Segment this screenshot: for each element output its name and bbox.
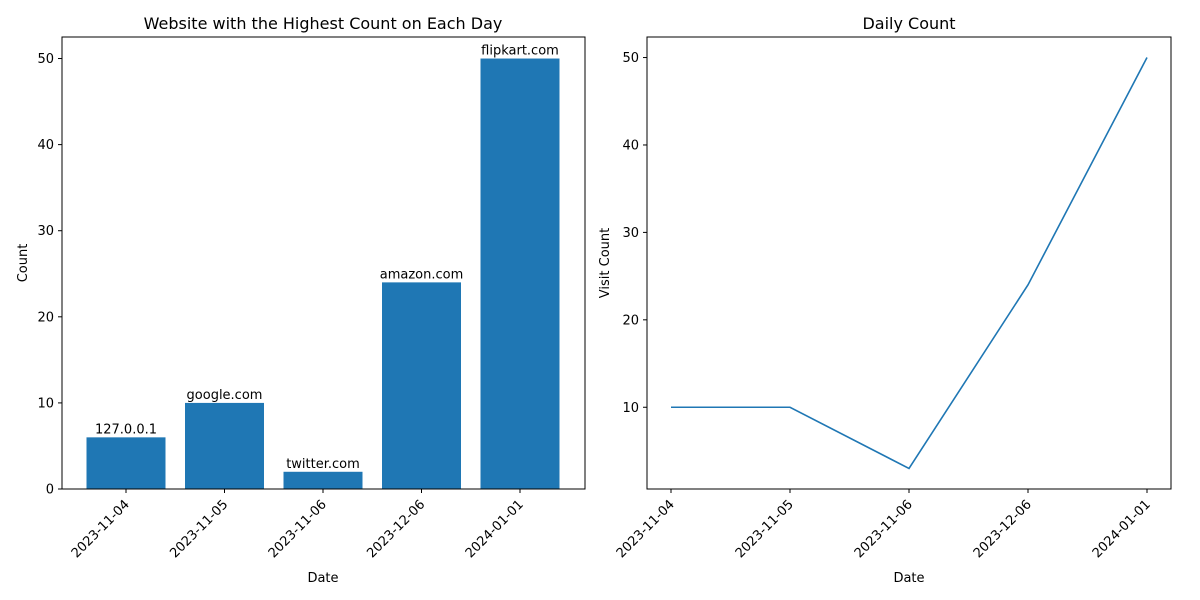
y-tick-label: 50	[622, 51, 639, 66]
bar-data-label: flipkart.com	[481, 44, 559, 59]
y-tick-label: 20	[622, 313, 639, 328]
line-chart-ylabel: Visit Count	[598, 228, 613, 298]
line-chart-frame	[646, 36, 1172, 490]
line-chart: Daily Count Date Visit Count 1020304050 …	[598, 14, 1172, 586]
x-tick-label: 2023-11-05	[167, 497, 231, 561]
x-tick-label: 2024-01-01	[1090, 497, 1154, 561]
line-y-ticks: 10 20 30 40 50	[622, 51, 647, 416]
bar-marks: 127.0.0.1 google.com twitter.com amazon.com…	[86, 44, 560, 490]
y-tick-label: 40	[622, 138, 639, 153]
x-tick-label: 2024-01-01	[463, 497, 527, 561]
bar-chart-ylabel: Count	[16, 244, 31, 283]
bar-data-label: google.com	[187, 388, 263, 403]
line-marks	[671, 57, 1148, 470]
line-x-ticks: 2023-11-04 2023-11-05 2023-11-06 2023-12-06…	[614, 489, 1154, 561]
x-tick-label: 2023-11-04	[69, 497, 133, 561]
bar-data-label: amazon.com	[380, 267, 464, 282]
bar-chart-frame	[61, 36, 586, 490]
x-tick-label: 2023-11-05	[733, 497, 797, 561]
y-tick-label: 10	[622, 401, 639, 416]
bar	[185, 402, 264, 489]
bar-data-label: twitter.com	[286, 457, 360, 472]
bar-chart-xlabel: Date	[307, 571, 338, 586]
bar	[382, 282, 461, 489]
x-tick-label: 2023-12-06	[971, 497, 1035, 561]
bar-y-ticks: 0 10 20 30 40 50	[37, 52, 62, 498]
bar-x-ticks: 2023-11-04 2023-11-05 2023-11-06 2023-12-06…	[69, 489, 527, 561]
y-tick-label: 0	[46, 483, 54, 498]
bar-data-label: 127.0.0.1	[95, 422, 157, 437]
x-tick-label: 2023-11-06	[852, 497, 916, 561]
x-tick-label: 2023-11-06	[266, 497, 330, 561]
y-tick-label: 30	[37, 224, 54, 239]
x-tick-label: 2023-11-04	[614, 497, 678, 561]
y-tick-label: 10	[37, 396, 54, 411]
bar-chart: Website with the Highest Count on Each D…	[16, 14, 586, 586]
series-line	[671, 57, 1148, 470]
y-tick-label: 40	[37, 138, 54, 153]
y-tick-label: 30	[622, 226, 639, 241]
line-chart-xlabel: Date	[893, 571, 924, 586]
bar	[480, 58, 560, 490]
bar-chart-title: Website with the Highest Count on Each D…	[144, 14, 503, 33]
bar	[283, 471, 363, 489]
bar	[86, 437, 166, 489]
x-tick-label: 2023-12-06	[364, 497, 428, 561]
y-tick-label: 50	[37, 52, 54, 67]
line-chart-title: Daily Count	[862, 14, 955, 33]
y-tick-label: 20	[37, 310, 54, 325]
